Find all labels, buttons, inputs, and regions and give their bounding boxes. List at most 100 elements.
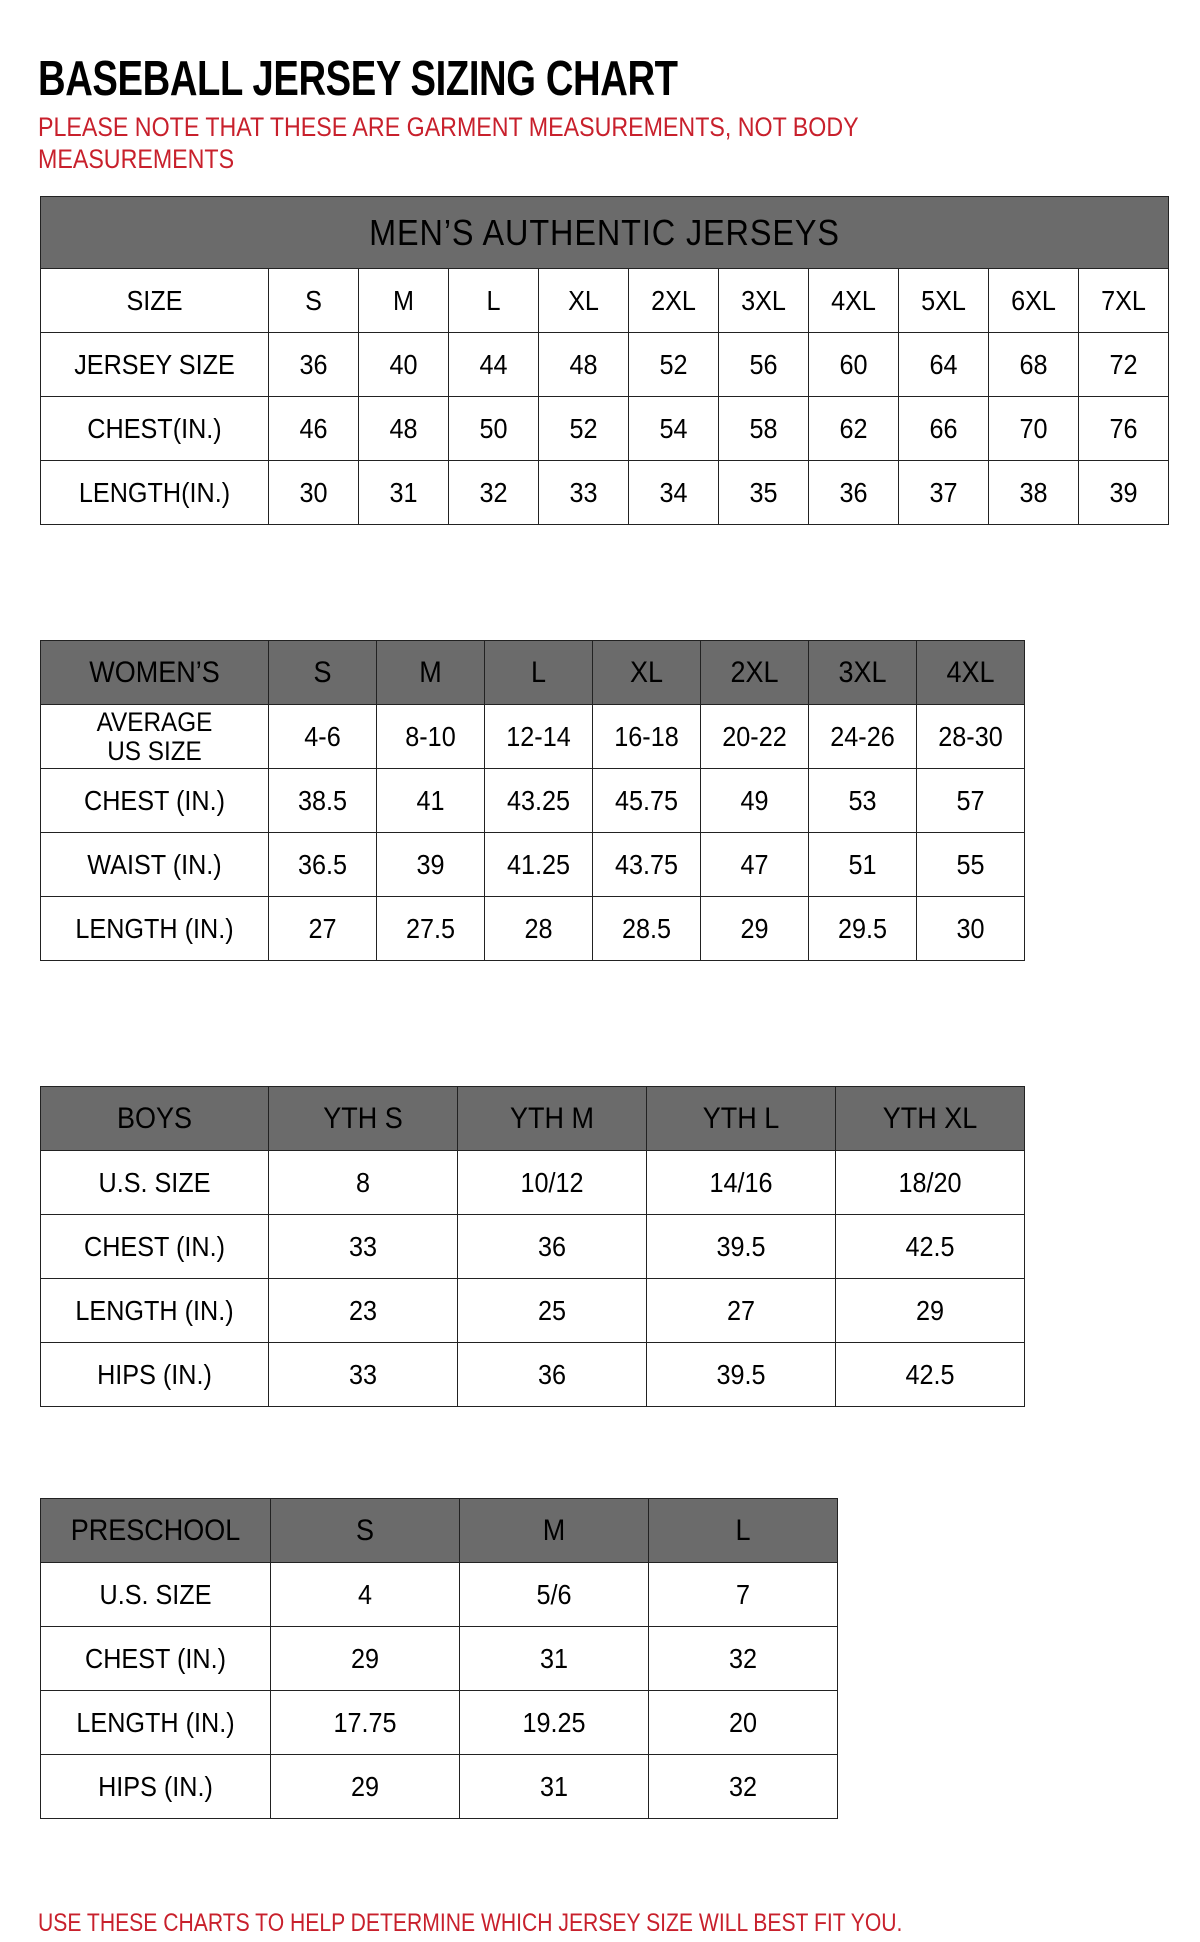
cell: 45.75 — [592, 768, 701, 833]
table-row: HIPS (IN.) 33 36 39.5 42.5 — [40, 1342, 1025, 1407]
cell: 56 — [718, 332, 809, 397]
mens-row-label-chest: CHEST(IN.) — [40, 396, 269, 461]
cell: 29 — [270, 1754, 460, 1819]
cell: 20 — [648, 1690, 838, 1755]
preschool-col-1: M — [459, 1498, 649, 1563]
cell: 8 — [268, 1150, 458, 1215]
cell: 32 — [448, 460, 539, 525]
mens-col-8: 6XL — [988, 268, 1079, 333]
mens-col-7: 5XL — [898, 268, 989, 333]
cell: 28-30 — [916, 704, 1025, 769]
table-row: SIZE S M L XL 2XL 3XL 4XL 5XL 6XL 7XL — [40, 268, 1170, 333]
table-row: LENGTH (IN.) 17.75 19.25 20 — [40, 1690, 838, 1755]
cell: 7 — [648, 1562, 838, 1627]
preschool-sizing-table: PRESCHOOL S M L U.S. SIZE 4 5/6 7 CHEST … — [40, 1498, 838, 1819]
cell: 33 — [538, 460, 629, 525]
cell: 29.5 — [808, 896, 917, 961]
cell: 30 — [268, 460, 359, 525]
cell: 29 — [700, 896, 809, 961]
cell: 36.5 — [268, 832, 377, 897]
womens-table-label: WOMEN’S — [40, 640, 269, 705]
footer-note: USE THESE CHARTS TO HELP DETERMINE WHICH… — [38, 1909, 903, 1937]
cell: 39 — [1077, 460, 1170, 525]
cell: 36 — [268, 332, 359, 397]
preschool-row-label-length: LENGTH (IN.) — [40, 1690, 271, 1755]
mens-banner-row: MEN’S AUTHENTIC JERSEYS — [39, 196, 1170, 269]
cell: 8-10 — [376, 704, 485, 769]
cell: 23 — [268, 1278, 458, 1343]
womens-col-6: 4XL — [916, 640, 1025, 705]
table-row: WAIST (IN.) 36.5 39 41.25 43.75 47 51 55 — [40, 832, 1025, 897]
cell: 20-22 — [700, 704, 809, 769]
cell: 27 — [646, 1278, 836, 1343]
womens-col-0: S — [268, 640, 377, 705]
cell: 19.25 — [459, 1690, 649, 1755]
womens-row-label-chest: CHEST (IN.) — [40, 768, 269, 833]
cell: 10/12 — [457, 1150, 647, 1215]
boys-row-label-us-size: U.S. SIZE — [40, 1150, 269, 1215]
cell: 41 — [376, 768, 485, 833]
table-row: LENGTH (IN.) 27 27.5 28 28.5 29 29.5 30 — [40, 896, 1025, 961]
boys-col-2: YTH L — [646, 1086, 836, 1151]
cell: 38.5 — [268, 768, 377, 833]
cell: 58 — [718, 396, 809, 461]
mens-col-4: 2XL — [628, 268, 719, 333]
cell: 28 — [484, 896, 593, 961]
cell: 33 — [268, 1214, 458, 1279]
cell: 70 — [988, 396, 1079, 461]
cell: 57 — [916, 768, 1025, 833]
table-row: CHEST (IN.) 38.5 41 43.25 45.75 49 53 57 — [40, 768, 1025, 833]
cell: 64 — [898, 332, 989, 397]
cell: 62 — [808, 396, 899, 461]
preschool-row-label-chest: CHEST (IN.) — [40, 1626, 271, 1691]
cell: 4-6 — [268, 704, 377, 769]
cell: 47 — [700, 832, 809, 897]
cell: 60 — [808, 332, 899, 397]
cell: 40 — [358, 332, 449, 397]
cell: 48 — [358, 396, 449, 461]
cell: 32 — [648, 1754, 838, 1819]
table-row: JERSEY SIZE 36 40 44 48 52 56 60 64 68 7… — [40, 332, 1170, 397]
womens-col-2: L — [484, 640, 593, 705]
womens-col-3: XL — [592, 640, 701, 705]
womens-row-label-average-us-size: AVERAGE US SIZE — [40, 704, 269, 769]
garment-measurement-notice: PLEASE NOTE THAT THESE ARE GARMENT MEASU… — [38, 112, 859, 174]
cell: 76 — [1077, 396, 1170, 461]
cell: 32 — [648, 1626, 838, 1691]
table-row: CHEST (IN.) 33 36 39.5 42.5 — [40, 1214, 1025, 1279]
cell: 36 — [457, 1214, 647, 1279]
preschool-col-2: L — [648, 1498, 838, 1563]
cell: 31 — [459, 1754, 649, 1819]
cell: 39.5 — [646, 1214, 836, 1279]
cell: 48 — [538, 332, 629, 397]
cell: 35 — [718, 460, 809, 525]
cell: 16-18 — [592, 704, 701, 769]
cell: 37 — [898, 460, 989, 525]
cell: 25 — [457, 1278, 647, 1343]
cell: 12-14 — [484, 704, 593, 769]
womens-header-row: WOMEN’S S M L XL 2XL 3XL 4XL — [40, 640, 1025, 705]
cell: 50 — [448, 396, 539, 461]
boys-col-3: YTH XL — [835, 1086, 1025, 1151]
cell: 27.5 — [376, 896, 485, 961]
cell: 28.5 — [592, 896, 701, 961]
cell: 18/20 — [835, 1150, 1025, 1215]
boys-row-label-hips: HIPS (IN.) — [40, 1342, 269, 1407]
cell: 31 — [459, 1626, 649, 1691]
table-row: AVERAGE US SIZE 4-6 8-10 12-14 16-18 20-… — [40, 704, 1025, 769]
cell: 68 — [988, 332, 1079, 397]
cell: 14/16 — [646, 1150, 836, 1215]
preschool-col-0: S — [270, 1498, 460, 1563]
cell: 55 — [916, 832, 1025, 897]
cell: 49 — [700, 768, 809, 833]
boys-table-label: BOYS — [40, 1086, 269, 1151]
mens-col-9: 7XL — [1077, 268, 1170, 333]
cell: 44 — [448, 332, 539, 397]
cell: 43.75 — [592, 832, 701, 897]
cell: 46 — [268, 396, 359, 461]
cell: 72 — [1077, 332, 1170, 397]
cell: 66 — [898, 396, 989, 461]
preschool-row-label-us-size: U.S. SIZE — [40, 1562, 271, 1627]
table-row: CHEST (IN.) 29 31 32 — [40, 1626, 838, 1691]
